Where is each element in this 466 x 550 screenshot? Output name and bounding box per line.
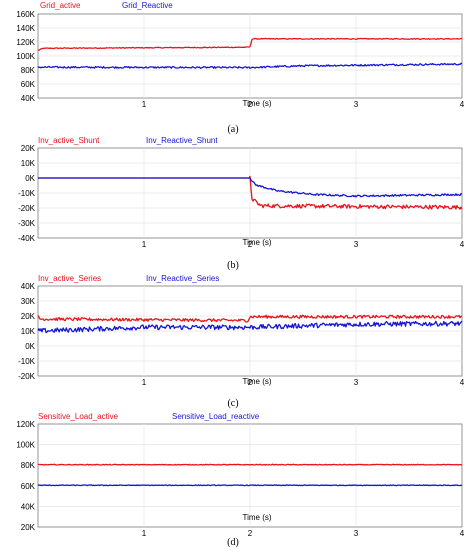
panel-caption: (a): [227, 124, 238, 135]
x-tick-label: 2: [248, 378, 253, 387]
y-tick-label: 160K: [16, 10, 35, 19]
x-tick-label: 2: [248, 240, 253, 249]
x-axis-label: Time (s): [242, 513, 271, 522]
y-tick-label: 120K: [16, 38, 35, 47]
y-tick-label: 120K: [16, 420, 35, 429]
panel-caption: (b): [227, 260, 239, 271]
y-tick-label: 60K: [21, 482, 36, 491]
y-tick-label: -10K: [18, 189, 36, 198]
x-tick-label: 3: [354, 100, 359, 109]
chart-panel-d: 20K 40K 60K 80K 100K 120K 1 2 3 4 Time (s) Sensitiv…: [16, 412, 464, 548]
legend-entry: Inv_Reactive_Shunt: [146, 136, 218, 145]
series-line-grid-active: [37, 37, 463, 51]
y-tick-label: -30K: [18, 219, 36, 228]
y-tick-label: 10K: [21, 327, 36, 336]
x-tick-label: 1: [142, 240, 147, 249]
x-tick-label: 4: [460, 240, 465, 249]
y-tick-label: 80K: [21, 66, 36, 75]
x-tick-label: 3: [354, 240, 359, 249]
y-tick-label: 60K: [21, 80, 36, 89]
y-tick-label: 30K: [21, 297, 36, 306]
y-tick-label: 10K: [21, 159, 36, 168]
legend-entry: Inv_active_Series: [38, 274, 101, 283]
series-line-inv-reactive-shunt: [38, 177, 463, 198]
x-tick-label: 2: [248, 100, 253, 109]
x-tick-label: 3: [354, 378, 359, 387]
legend-entry: Grid_active: [40, 1, 81, 10]
chart-panel-c: -20K -10K 0K 10K 20K 30K 40K 1 2 3 4 Time (s) Inv_ac…: [18, 274, 465, 409]
legend-entry: Sensitive_Load_active: [38, 412, 119, 421]
x-tick-label: 1: [142, 529, 147, 538]
y-tick-label: 40K: [21, 282, 36, 291]
y-tick-label: 140K: [16, 24, 35, 33]
legend-entry: Grid_Reactive: [122, 1, 173, 10]
y-tick-label: 40K: [21, 94, 36, 103]
x-tick-label: 4: [460, 378, 465, 387]
y-tick-label: 0K: [25, 342, 35, 351]
panel-caption: (d): [227, 537, 239, 548]
y-tick-label: -40K: [18, 234, 36, 243]
y-tick-label: 20K: [21, 312, 36, 321]
y-tick-label: 0K: [25, 174, 35, 183]
y-tick-label: 40K: [21, 502, 36, 511]
x-tick-label: 4: [460, 529, 465, 538]
y-tick-label: 100K: [16, 52, 35, 61]
x-tick-label: 1: [142, 100, 147, 109]
x-axis-label: Time (s): [242, 238, 271, 247]
panel-caption: (c): [227, 398, 238, 409]
x-tick-label: 3: [354, 529, 359, 538]
y-tick-label: -20K: [18, 372, 36, 381]
chart-panel-b: -40K -30K -20K -10K 0K 10K 20K 1 2 3 4 Time (s) Inv_…: [18, 136, 465, 271]
y-tick-label: -20K: [18, 204, 36, 213]
series-line-grid-reactive: [37, 62, 463, 69]
series-line-inv-active-series: [37, 314, 463, 323]
y-tick-label: 100K: [16, 441, 35, 450]
y-tick-label: 20K: [21, 144, 36, 153]
y-tick-label: -10K: [18, 357, 36, 366]
legend-entry: Inv_Reactive_Series: [146, 274, 219, 283]
x-tick-label: 4: [460, 100, 465, 109]
x-tick-label: 1: [142, 378, 147, 387]
x-axis-label: Time (s): [242, 99, 271, 108]
chart-panel-a: 40K 60K 80K 100K 120K 140K 160K 1 2 3 4 Time (s) Gri…: [16, 1, 464, 135]
y-tick-label: 80K: [21, 461, 36, 470]
series-line-inv-reactive-series: [37, 320, 463, 334]
series-line-sensitive-load-active: [38, 463, 463, 466]
x-tick-label: 2: [248, 529, 253, 538]
y-tick-label: 20K: [21, 523, 36, 532]
series-line-sensitive-load-reactive: [37, 484, 463, 487]
legend-entry: Inv_active_Shunt: [38, 136, 100, 145]
legend-entry: Sensitive_Load_reactive: [172, 412, 260, 421]
x-axis-label: Time (s): [242, 377, 271, 386]
